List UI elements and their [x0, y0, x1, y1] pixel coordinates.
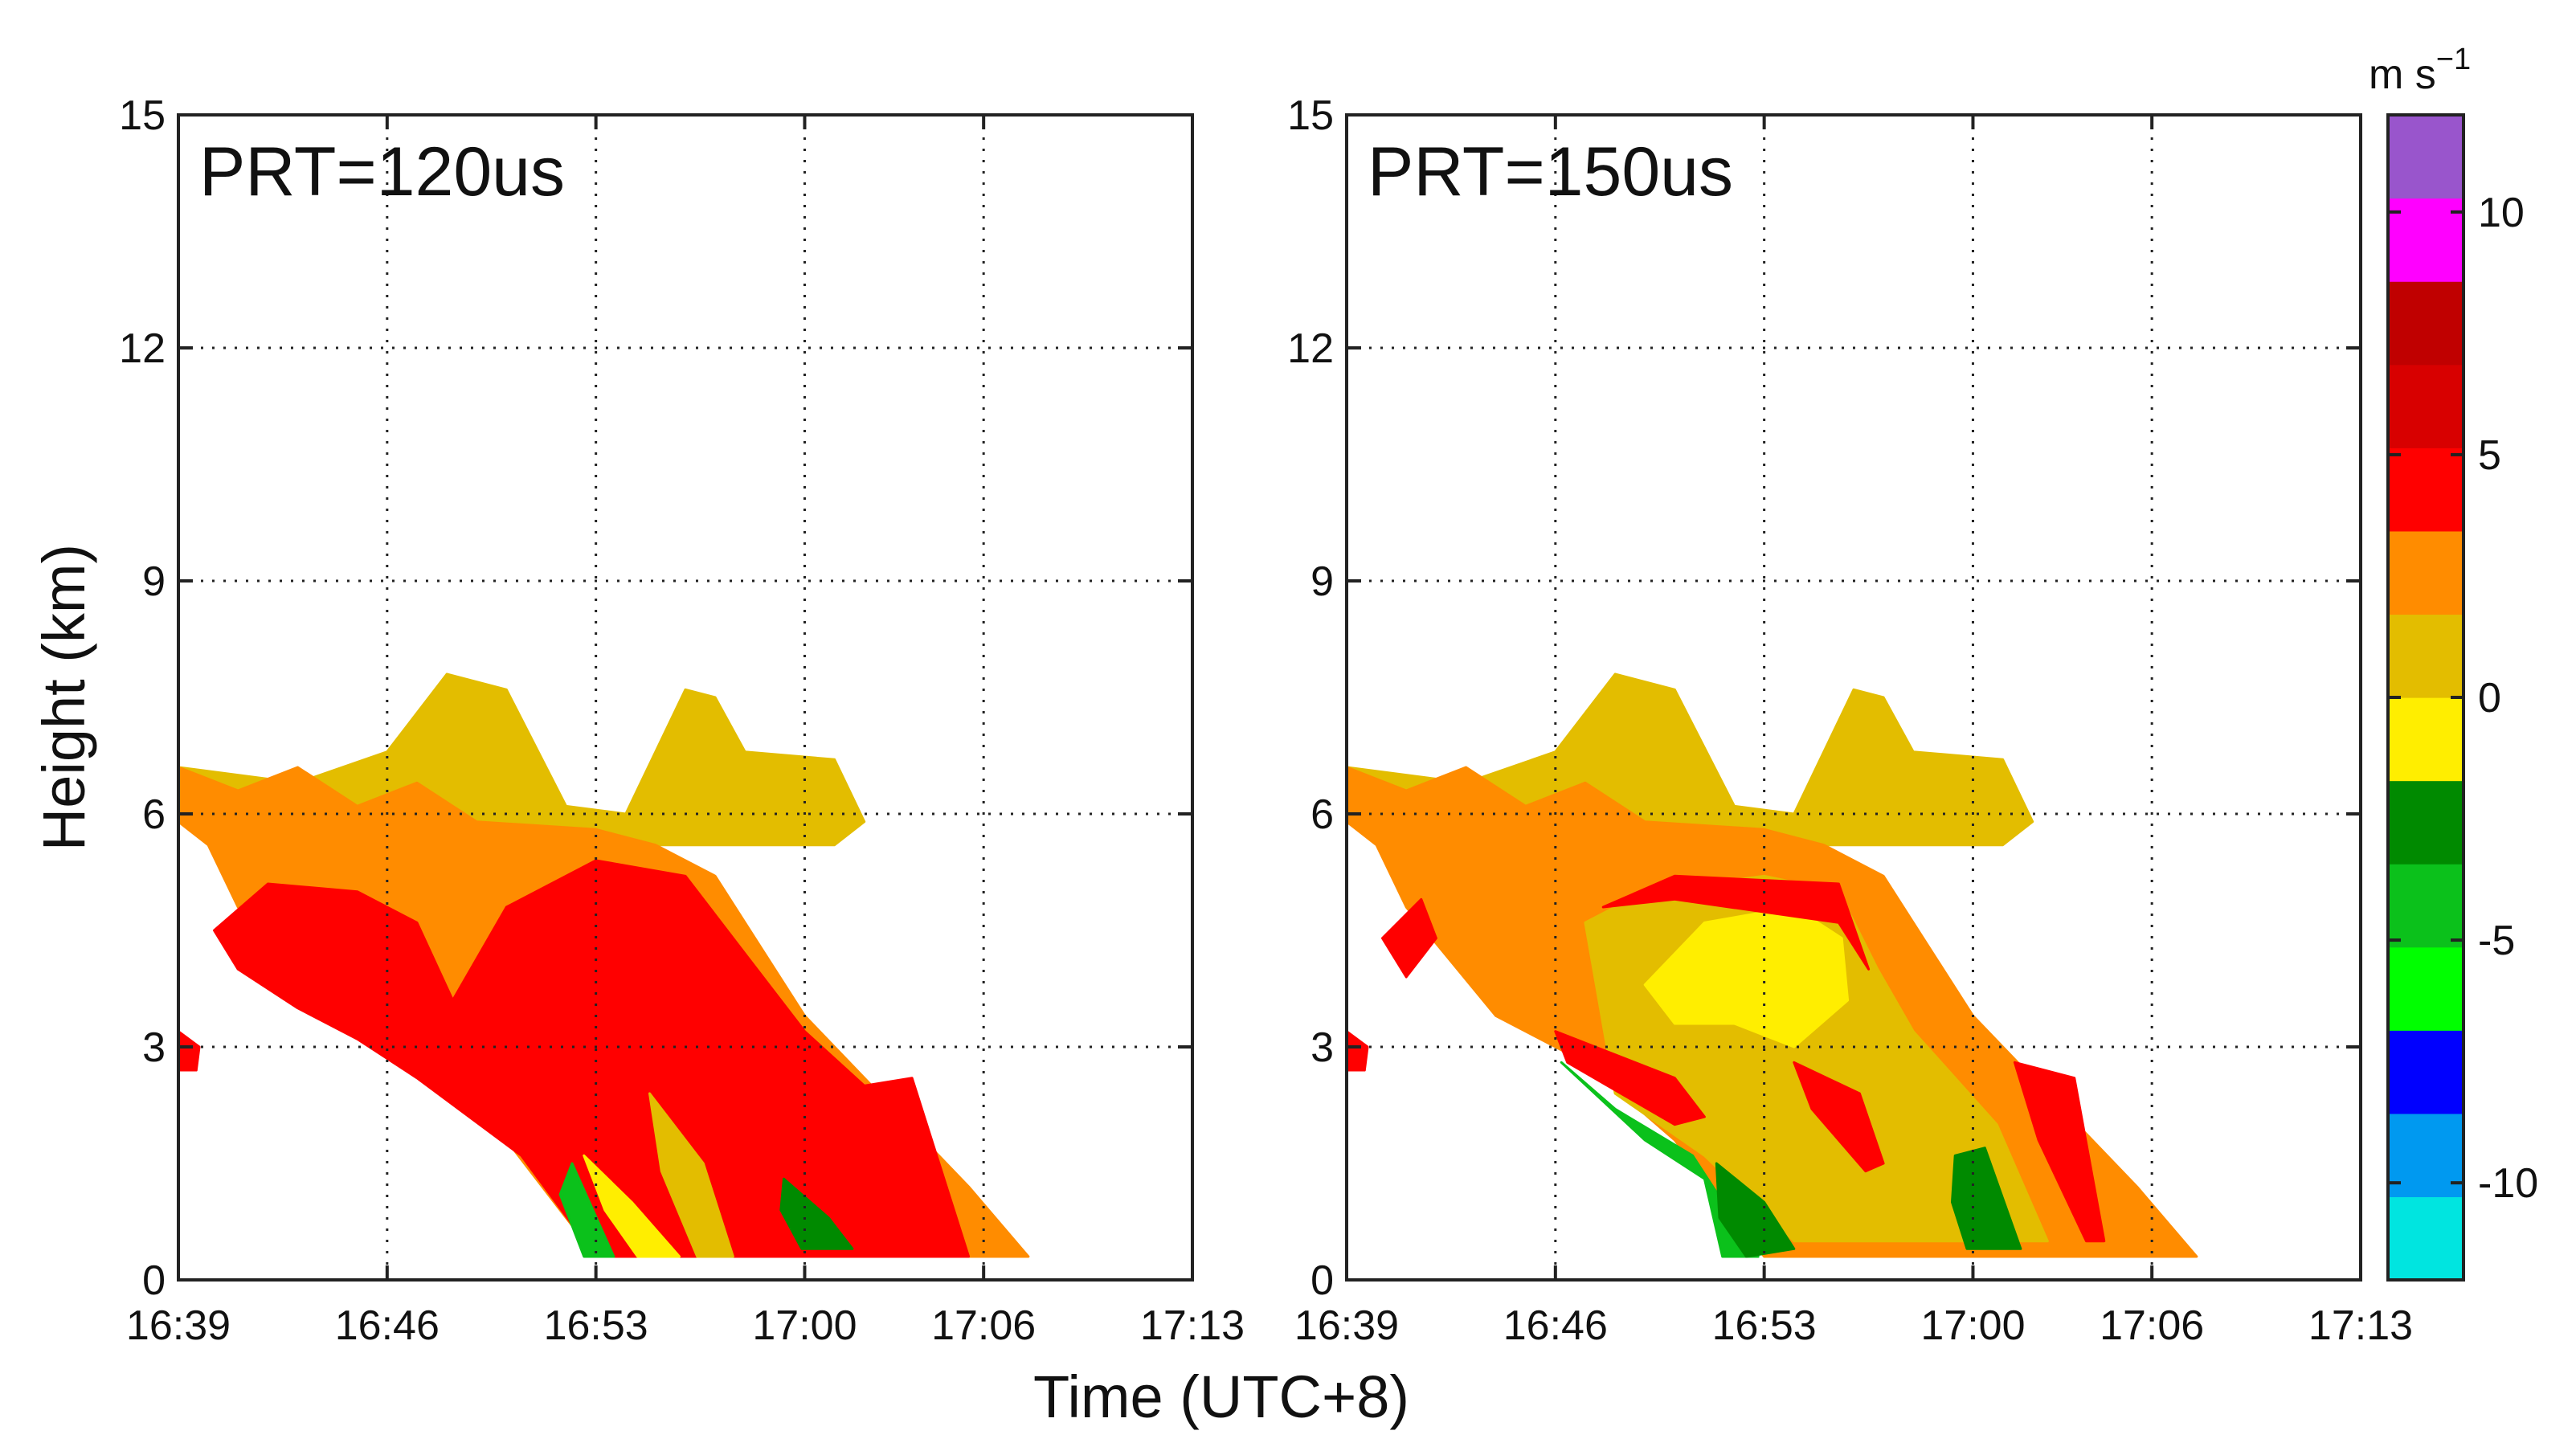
x-tick-label: 17:06 — [931, 1302, 1036, 1349]
axes-frame — [177, 113, 1194, 1282]
velocity-region — [213, 859, 971, 1258]
colorbar-segment — [2388, 1113, 2464, 1198]
colorbar-unit-exponent: −1 — [2436, 43, 2471, 76]
colorbar-tick-label: -5 — [2478, 918, 2515, 964]
velocity-region — [1793, 1061, 1885, 1173]
colorbar-segment — [2388, 864, 2464, 948]
y-tick-label: 15 — [1287, 92, 1334, 139]
y-tick-label: 9 — [142, 558, 166, 605]
colorbar-segment — [2388, 697, 2464, 782]
y-tick-label: 12 — [1287, 325, 1334, 372]
y-tick-label: 3 — [1310, 1024, 1334, 1071]
colorbar-segment — [2388, 780, 2464, 865]
colorbar-segment — [2388, 364, 2464, 448]
colorbar-segment — [2388, 1030, 2464, 1114]
colorbar-tick-label: -10 — [2478, 1160, 2538, 1207]
velocity-region — [1381, 897, 1437, 979]
colorbar-unit-label: m s−1 — [2369, 43, 2471, 98]
colorbar: 10 5 0 -5 -10 — [2386, 113, 2538, 1282]
x-axis-label: Time (UTC+8) — [1033, 1363, 1409, 1430]
velocity-region — [779, 1177, 854, 1250]
panel-title: PRT=150us — [1368, 133, 1733, 211]
x-tick-label: 16:53 — [1712, 1302, 1817, 1349]
colorbar-segment — [2388, 614, 2464, 698]
colorbar-tick-label: 0 — [2478, 675, 2501, 722]
x-tick-label: 16:39 — [126, 1302, 231, 1349]
panel-prt150: 16:39 16:46 16:53 17:00 17:06 17:13 0 3 6 9 12 15 PR… — [1287, 92, 2413, 1349]
y-tick-label: 6 — [1310, 791, 1334, 838]
y-tick-label: 0 — [1310, 1257, 1334, 1304]
velocity-region — [2013, 1061, 2106, 1243]
panel-prt120: 16:39 16:46 16:53 17:00 17:06 17:13 0 3 6 9 12 15 PR… — [119, 92, 1245, 1349]
velocity-region — [1347, 1030, 1369, 1072]
x-tick-label: 16:46 — [335, 1302, 440, 1349]
x-tick-label: 17:06 — [2100, 1302, 2204, 1349]
panel-title: PRT=120us — [199, 133, 565, 211]
x-tick-label: 16:39 — [1294, 1302, 1399, 1349]
axes-frame — [1345, 113, 2362, 1282]
data-layer — [178, 672, 1030, 1258]
y-tick-label: 6 — [142, 791, 166, 838]
velocity-region — [1715, 1162, 1796, 1258]
y-tick-label: 9 — [1310, 558, 1334, 605]
velocity-region — [1951, 1147, 2022, 1250]
y-tick-label: 12 — [119, 325, 166, 372]
colorbar-tick-label: 5 — [2478, 432, 2501, 479]
colorbar-segment — [2388, 281, 2464, 366]
velocity-region — [583, 1154, 681, 1258]
velocity-region — [1601, 874, 1871, 971]
velocity-region — [178, 1030, 201, 1072]
colorbar-segment — [2388, 946, 2464, 1031]
colorbar-segment — [2388, 1196, 2464, 1281]
x-tick-label: 17:13 — [1140, 1302, 1245, 1349]
x-tick-label: 17:00 — [752, 1302, 857, 1349]
y-tick-label: 15 — [119, 92, 166, 139]
y-tick-label: 0 — [142, 1257, 166, 1304]
velocity-region — [558, 1162, 615, 1258]
colorbar-segment — [2388, 448, 2464, 532]
velocity-region — [1554, 1030, 1706, 1126]
velocity-region — [1643, 905, 1850, 1049]
velocity-region — [648, 1092, 734, 1258]
y-axis-label: Height (km) — [31, 544, 97, 851]
x-tick-label: 17:00 — [1920, 1302, 2025, 1349]
colorbar-unit: m s — [2369, 51, 2436, 98]
x-tick-label: 16:53 — [544, 1302, 648, 1349]
x-tick-label: 16:46 — [1503, 1302, 1608, 1349]
data-layer — [1347, 672, 2198, 1258]
colorbar-tick-label: 10 — [2478, 190, 2525, 236]
colorbar-segment — [2388, 530, 2464, 615]
x-tick-label: 17:13 — [2308, 1302, 2413, 1349]
y-tick-label: 3 — [142, 1024, 166, 1071]
colorbar-segment — [2388, 115, 2464, 199]
